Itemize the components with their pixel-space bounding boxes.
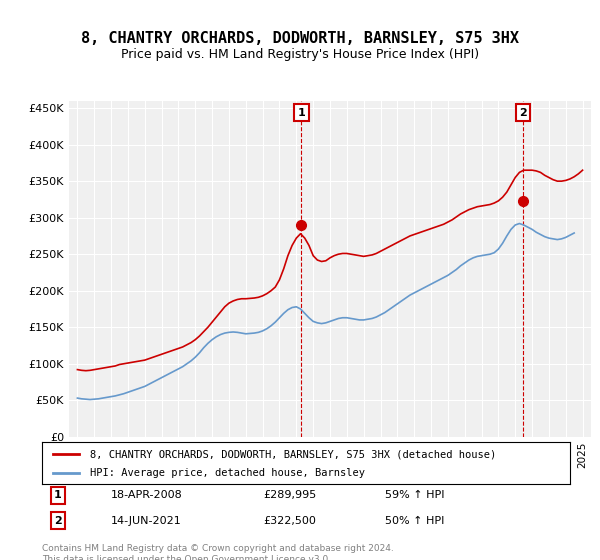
Text: 2: 2 — [54, 516, 62, 526]
Text: 50% ↑ HPI: 50% ↑ HPI — [385, 516, 445, 526]
Text: HPI: Average price, detached house, Barnsley: HPI: Average price, detached house, Barn… — [89, 468, 365, 478]
Text: £322,500: £322,500 — [264, 516, 317, 526]
Text: Contains HM Land Registry data © Crown copyright and database right 2024.
This d: Contains HM Land Registry data © Crown c… — [42, 544, 394, 560]
Text: 8, CHANTRY ORCHARDS, DODWORTH, BARNSLEY, S75 3HX: 8, CHANTRY ORCHARDS, DODWORTH, BARNSLEY,… — [81, 31, 519, 46]
Text: 14-JUN-2021: 14-JUN-2021 — [110, 516, 181, 526]
Text: 8, CHANTRY ORCHARDS, DODWORTH, BARNSLEY, S75 3HX (detached house): 8, CHANTRY ORCHARDS, DODWORTH, BARNSLEY,… — [89, 449, 496, 459]
Text: 59% ↑ HPI: 59% ↑ HPI — [385, 491, 445, 501]
Text: 18-APR-2008: 18-APR-2008 — [110, 491, 182, 501]
Text: £289,995: £289,995 — [264, 491, 317, 501]
Text: 2: 2 — [519, 108, 527, 118]
Text: Price paid vs. HM Land Registry's House Price Index (HPI): Price paid vs. HM Land Registry's House … — [121, 48, 479, 60]
Text: 1: 1 — [54, 491, 62, 501]
Text: 1: 1 — [298, 108, 305, 118]
